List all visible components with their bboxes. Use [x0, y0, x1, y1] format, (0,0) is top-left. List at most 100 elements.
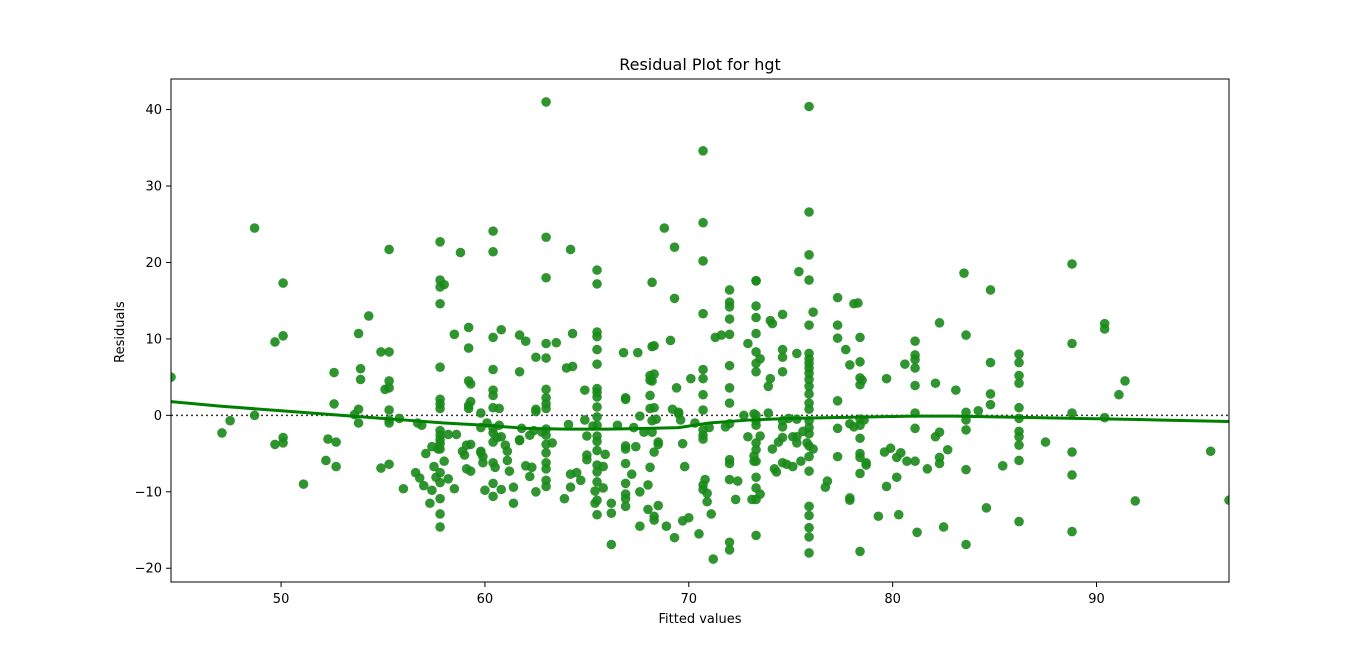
scatter-point [763, 408, 774, 418]
scatter-point [249, 223, 260, 233]
scatter-point [363, 311, 374, 321]
scatter-point [804, 250, 814, 260]
scatter-point [580, 415, 590, 425]
scatter-point [435, 467, 445, 478]
scatter-point [961, 539, 971, 550]
scatter-point [427, 485, 437, 496]
scatter-point [1014, 370, 1024, 381]
scatter-point [804, 389, 814, 399]
scatter-point [840, 344, 851, 355]
scatter-point [592, 412, 602, 422]
scatter-point [832, 423, 843, 434]
scatter-point [804, 320, 814, 330]
scatter-point [384, 383, 394, 393]
scatter-point [1014, 357, 1024, 368]
scatter-point [649, 447, 659, 457]
scatter-point [435, 493, 445, 504]
scatter-point [547, 438, 558, 448]
scatter-point [435, 522, 445, 532]
scatter-point [541, 384, 551, 395]
scatter-point [353, 418, 364, 428]
scatter-point [804, 501, 814, 512]
x-tick-label: 80 [884, 592, 901, 607]
scatter-point [355, 374, 366, 385]
scatter-point [449, 329, 460, 340]
scatter-point [938, 522, 949, 532]
scatter-point [435, 403, 445, 414]
scatter-point [777, 309, 788, 320]
scatter-point [635, 411, 645, 421]
scatter-point [763, 381, 774, 392]
y-tick-label: 20 [145, 256, 162, 271]
scatter-point [951, 385, 961, 395]
scatter-point [767, 318, 778, 329]
scatter-point [765, 373, 776, 384]
scatter-point [331, 437, 341, 447]
scatter-point [1205, 446, 1216, 457]
scatter-point [171, 372, 176, 382]
scatter-point [1067, 259, 1077, 269]
scatter-point [618, 347, 629, 358]
scatter-point [751, 312, 761, 323]
scatter-point [531, 352, 541, 363]
scatter-point [606, 539, 617, 550]
scatter-point [910, 456, 920, 467]
scatter-point [414, 473, 425, 483]
plot-area [171, 97, 1229, 564]
scatter-point [635, 521, 645, 531]
scatter-point [620, 458, 631, 469]
axes: 50 60 70 80 90 −20 −10 0 10 20 30 40 [135, 78, 1230, 607]
scatter-point [1067, 526, 1077, 537]
scatter-point [661, 521, 672, 531]
scatter-point [751, 276, 761, 286]
scatter-point [645, 390, 655, 401]
scatter-point [922, 464, 933, 474]
scatter-point [702, 488, 712, 499]
y-axis-label: Residuals [113, 301, 128, 363]
scatter-point [985, 357, 996, 368]
scatter-point [496, 431, 507, 442]
scatter-point [724, 398, 735, 408]
scatter-point [861, 457, 871, 468]
scatter-point [592, 495, 602, 506]
scatter-point [855, 332, 865, 343]
scatter-point [592, 279, 602, 289]
x-axis-label: Fitted values [658, 612, 741, 627]
scatter-point [1114, 389, 1124, 400]
scatter-point [592, 344, 602, 355]
scatter-point [777, 422, 788, 432]
scatter-point [845, 360, 855, 370]
scatter-point [463, 322, 474, 333]
scatter-point [804, 428, 814, 439]
scatter-point [930, 378, 941, 389]
scatter-point [541, 232, 551, 243]
scatter-point [910, 423, 920, 434]
scatter-point [942, 444, 953, 455]
scatter-point [649, 340, 659, 351]
scatter-point [777, 432, 788, 443]
scatter-point [698, 146, 708, 156]
scatter-point [804, 275, 814, 285]
scatter-point [606, 498, 617, 509]
scatter-point [1067, 338, 1077, 349]
scatter-point [702, 496, 712, 507]
scatter-point [751, 472, 761, 483]
scatter-point [777, 344, 788, 355]
scatter-point [567, 361, 578, 372]
scatter-point [563, 419, 574, 430]
scatter-point [677, 438, 688, 449]
scatter-point [590, 486, 600, 496]
scatter-point [465, 396, 476, 407]
scatter-point [900, 359, 910, 369]
scatter-point [476, 408, 486, 418]
scatter-point [910, 354, 920, 365]
scatter-point [724, 537, 735, 548]
x-tick-label: 50 [273, 592, 290, 607]
scatter-point [592, 392, 602, 402]
scatter-point [751, 301, 761, 311]
scatter-point [398, 483, 409, 494]
scatter-point [488, 478, 498, 489]
scatter-point [626, 469, 637, 480]
scatter-point [435, 237, 445, 247]
